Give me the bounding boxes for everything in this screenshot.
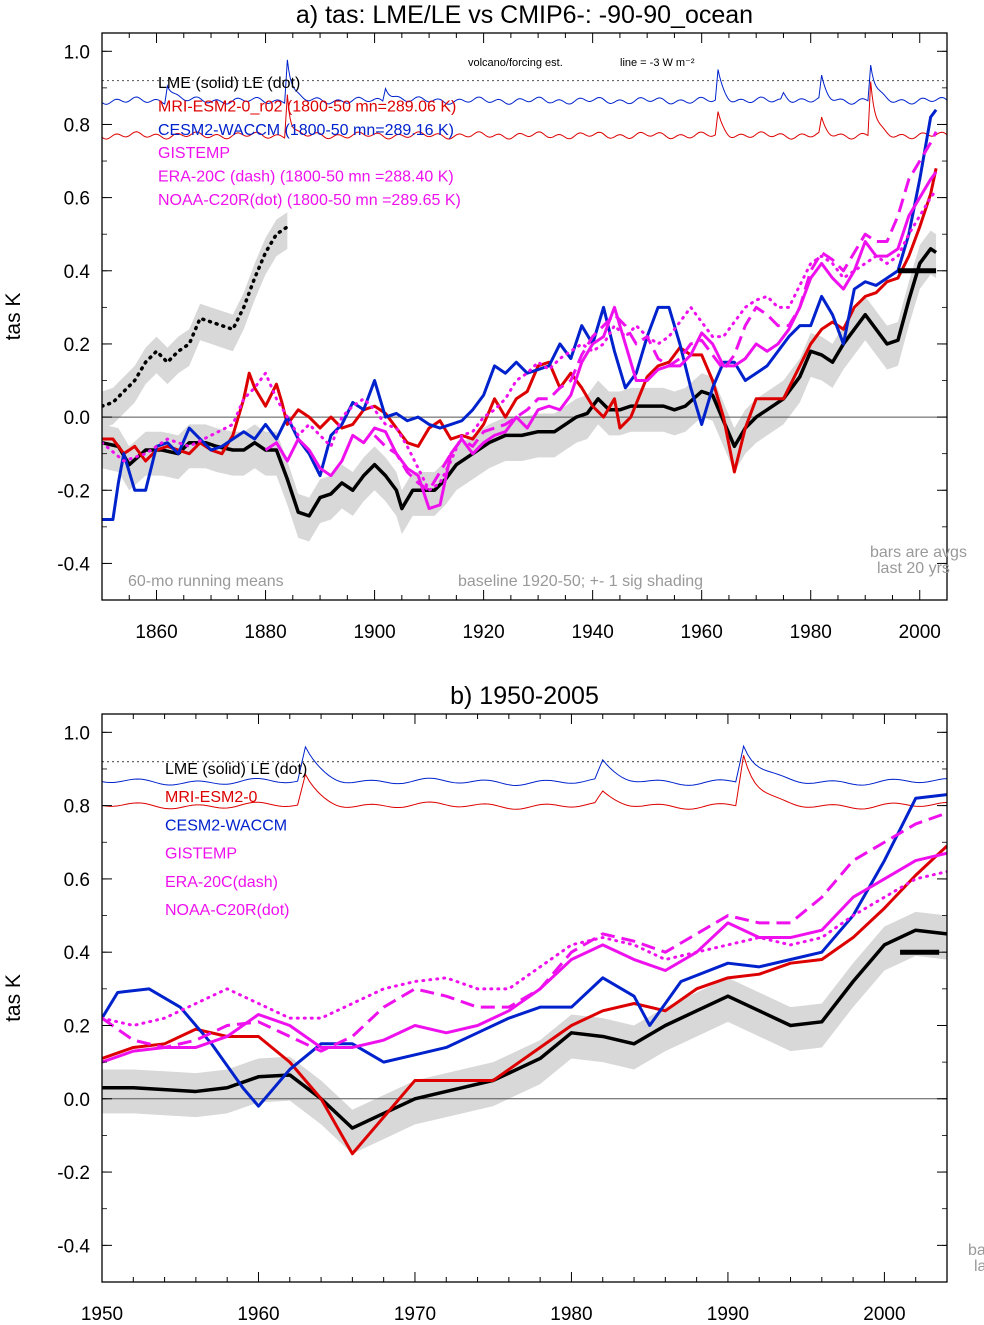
bars-note-2: last 20 yrs — [877, 560, 950, 577]
series-line-gis-solid — [102, 851, 947, 1064]
sigma-shading-0 — [102, 911, 947, 1154]
x-tick-label: 1970 — [394, 1304, 436, 1325]
legend-entry: CESM2-WACCM — [165, 817, 287, 834]
y-tick-label: 1.0 — [64, 42, 90, 63]
bars-note-1: ba — [968, 1242, 984, 1259]
bars-note-1: bars are avgs — [870, 544, 967, 561]
legend-entry: MRI-ESM2-0_r02 (1800-50 mn=289.06 K) — [158, 98, 456, 115]
series-line-cesm-solid — [102, 793, 947, 1108]
legend-entry: LME (solid) LE (dot) — [158, 75, 300, 92]
x-tick-label: 1880 — [244, 622, 286, 643]
plot-area-1 — [102, 744, 947, 1156]
series-line-gis-dash — [373, 131, 938, 492]
x-tick-label: 1960 — [681, 622, 723, 643]
series-line-lme-solid — [102, 928, 947, 1130]
chart-title: a) tas: LME/LE vs CMIP6-: -90-90_ocean — [296, 1, 753, 29]
series-line-lme-dot — [102, 225, 290, 408]
y-tick-label: 0.4 — [64, 943, 91, 964]
x-tick-label: 1900 — [353, 622, 395, 643]
y-tick-label: -0.4 — [57, 1236, 90, 1257]
legend-entry: MRI-ESM2-0 — [165, 789, 258, 806]
x-tick-label: 2000 — [863, 1304, 905, 1325]
forcing-curve-cesm — [102, 744, 947, 786]
baseline-note: baseline 1920-50; +- 1 sig shading — [458, 573, 703, 590]
series-line-cesm-solid — [102, 108, 938, 522]
x-tick-label: 2000 — [899, 622, 941, 643]
x-tick-label: 1960 — [237, 1304, 279, 1325]
y-axis-label: tas K — [2, 293, 25, 341]
y-tick-label: 0.2 — [64, 335, 90, 356]
legend-entry: ERA-20C(dash) — [165, 874, 278, 891]
y-tick-label: 0.4 — [64, 262, 91, 283]
y-tick-label: -0.2 — [57, 481, 90, 502]
y-axis-label: tas K — [2, 974, 25, 1022]
y-tick-label: 1.0 — [64, 723, 90, 744]
y-tick-label: 0.0 — [64, 408, 90, 429]
legend-entry: LME (solid) LE (dot) — [165, 761, 307, 778]
forcing-curve-cesm — [102, 59, 947, 105]
legend-entry: GISTEMP — [158, 145, 230, 162]
series-line-gis-dash — [102, 811, 947, 1053]
y-tick-label: 0.8 — [64, 797, 90, 818]
series-line-gis-solid — [264, 171, 938, 511]
chart-title: b) 1950-2005 — [450, 682, 599, 710]
x-tick-label: 1950 — [81, 1304, 123, 1325]
y-tick-label: -0.4 — [57, 554, 90, 575]
forcing-curve-mri — [102, 755, 947, 810]
y-tick-label: 0.0 — [64, 1090, 90, 1111]
y-tick-label: -0.2 — [57, 1163, 90, 1184]
forcing-line-note: line = -3 W m⁻² — [620, 57, 695, 69]
y-tick-label: 0.2 — [64, 1016, 90, 1037]
y-tick-label: 0.8 — [64, 115, 90, 136]
running-means-note: 60-mo running means — [128, 573, 284, 590]
x-tick-label: 1860 — [135, 622, 177, 643]
x-tick-label: 1980 — [790, 622, 832, 643]
series-line-lme-solid — [102, 247, 938, 518]
x-tick-label: 1980 — [550, 1304, 592, 1325]
forcing-curve-mri — [102, 81, 947, 140]
plot-frame — [101, 713, 948, 1283]
y-tick-label: 0.6 — [64, 870, 90, 891]
plot-frame — [101, 32, 948, 601]
series-line-mri-solid — [102, 844, 947, 1156]
legend-entry: CESM2-WACCM (1800-50 mn=289.16 K) — [158, 122, 454, 139]
x-tick-label: 1990 — [707, 1304, 749, 1325]
x-tick-label: 1940 — [572, 622, 614, 643]
y-tick-label: 0.6 — [64, 189, 90, 210]
bars-note-2: la — [974, 1258, 984, 1275]
legend-entry: NOAA-C20R(dot) (1800-50 mn =289.65 K) — [158, 192, 461, 209]
forcing-note: volcano/forcing est. — [468, 57, 563, 69]
x-tick-label: 1920 — [462, 622, 504, 643]
legend-entry: NOAA-C20R(dot) — [165, 902, 289, 919]
legend-entry: GISTEMP — [165, 846, 237, 863]
legend-entry: ERA-20C (dash) (1800-50 mn =288.40 K) — [158, 169, 454, 186]
sigma-shading-6 — [102, 212, 288, 429]
series-line-gis-dot — [102, 870, 947, 1027]
plot-area-0 — [102, 59, 947, 542]
